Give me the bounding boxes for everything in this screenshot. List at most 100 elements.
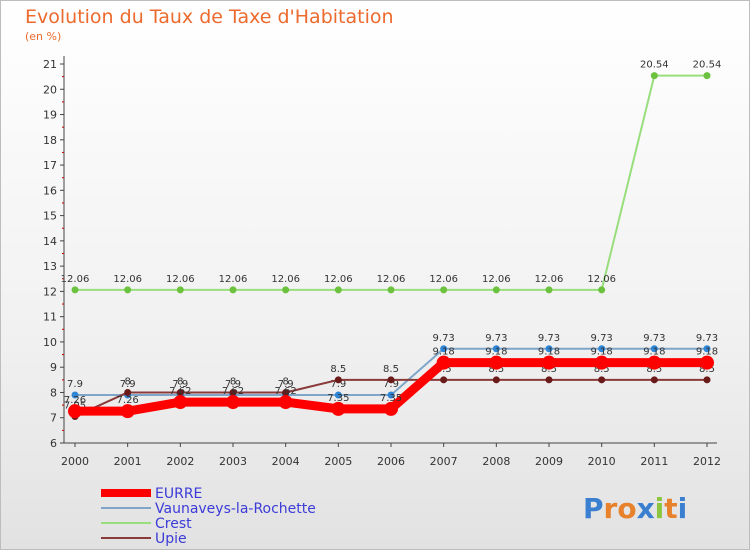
data-label: 7.9 — [225, 379, 241, 390]
data-point — [545, 286, 553, 294]
x-tick-label: 2003 — [219, 455, 247, 468]
data-label: 9.18 — [591, 347, 613, 358]
data-label: 9.18 — [433, 347, 455, 358]
proxiti-logo-letter: i — [678, 492, 688, 525]
x-tick-label: 2012 — [693, 455, 721, 468]
data-point — [703, 72, 711, 80]
data-label: 12.06 — [271, 274, 300, 285]
data-point — [387, 286, 395, 294]
data-point — [650, 72, 658, 80]
proxiti-logo: Proxiti — [583, 492, 687, 525]
data-label: 9.73 — [591, 333, 613, 344]
data-label: 7.35 — [327, 393, 349, 404]
data-label: 7.62 — [275, 386, 297, 397]
data-point — [226, 395, 240, 410]
data-point — [492, 345, 500, 353]
data-label: 8 — [177, 376, 183, 387]
y-tick-label: 15 — [43, 210, 57, 223]
data-point — [278, 395, 293, 410]
data-point — [542, 355, 556, 370]
data-point — [331, 401, 346, 416]
data-label: 12.06 — [482, 274, 511, 285]
data-label: 9.18 — [643, 347, 665, 358]
y-tick-label: 12 — [43, 285, 57, 298]
proxiti-logo-letter: i — [655, 492, 665, 525]
series-eurre: 7.26 7.26 7.62 7.62 7.62 7.35 7.35 9.18 9.18 9.18… — [64, 347, 718, 419]
data-label: 12.06 — [535, 274, 564, 285]
data-point — [176, 286, 184, 294]
data-point — [545, 345, 553, 353]
x-tick-label: 2001 — [114, 455, 142, 468]
x-tick-label: 2005 — [324, 455, 352, 468]
data-point — [334, 286, 342, 294]
data-label: 7.26 — [117, 395, 139, 406]
data-label: 7.9 — [172, 379, 188, 390]
data-point — [124, 388, 132, 396]
data-point — [436, 355, 451, 370]
y-tick-label: 19 — [43, 109, 57, 122]
data-point — [71, 286, 79, 294]
data-point — [71, 391, 79, 399]
data-point — [124, 286, 132, 294]
x-tick-label: 2011 — [640, 455, 668, 468]
y-tick-label: 16 — [43, 184, 57, 197]
data-label: 12.06 — [166, 274, 195, 285]
data-point — [492, 286, 500, 294]
data-point — [440, 286, 448, 294]
legend-label: Vaunaveys-la-Rochette — [155, 501, 316, 517]
data-point — [282, 388, 290, 396]
data-label: 9.73 — [433, 333, 455, 344]
proxiti-logo-letter: o — [617, 492, 636, 525]
data-label: 8 — [124, 376, 130, 387]
data-point — [650, 376, 658, 384]
x-tick-label: 2010 — [588, 455, 616, 468]
data-point — [440, 345, 448, 353]
data-point — [229, 388, 237, 396]
data-point — [176, 388, 184, 396]
data-label: 12.06 — [113, 274, 142, 285]
chart-title: Evolution du Taux de Taxe d'Habitation — [25, 6, 394, 28]
data-point — [545, 376, 553, 384]
data-point — [68, 404, 82, 419]
data-label: 7.9 — [278, 379, 294, 390]
legend-label: EURRE — [155, 486, 202, 502]
data-label: 8 — [282, 376, 288, 387]
data-point — [282, 286, 290, 294]
data-label: 7.9 — [120, 379, 136, 390]
data-point — [334, 376, 342, 384]
x-tick-label: 2007 — [430, 455, 458, 468]
data-label: 8 — [230, 376, 236, 387]
y-tick-label: 21 — [43, 58, 57, 71]
data-point — [650, 345, 658, 353]
x-tick-label: 2000 — [61, 455, 89, 468]
data-label: 9.18 — [485, 347, 507, 358]
data-point — [489, 355, 504, 370]
data-label: 20.54 — [640, 60, 669, 71]
y-tick-label: 14 — [43, 235, 57, 248]
data-point — [700, 355, 714, 370]
legend-label: Upie — [155, 531, 187, 547]
data-point — [120, 404, 135, 419]
data-label: 12.06 — [219, 274, 248, 285]
data-label: 12.06 — [429, 274, 458, 285]
data-label: 7.9 — [330, 379, 346, 390]
y-tick-label: 9 — [50, 361, 57, 374]
data-label: 8.5 — [383, 364, 399, 375]
series-crest: 12.06 12.06 12.06 12.06 12.06 12.06 12.06 12.06… — [61, 60, 721, 294]
data-label: 9.73 — [538, 333, 560, 344]
data-label: 9.73 — [643, 333, 665, 344]
y-tick-label: 8 — [50, 386, 57, 399]
data-point — [440, 376, 448, 384]
x-tick-label: 2002 — [166, 455, 194, 468]
proxiti-logo-letter: r — [604, 492, 618, 525]
data-label: 7.9 — [383, 379, 399, 390]
data-point — [334, 391, 342, 399]
data-point — [703, 345, 711, 353]
data-label: 9.18 — [538, 347, 560, 358]
data-point — [387, 391, 395, 399]
data-label: 7.9 — [67, 379, 83, 390]
data-point — [598, 376, 606, 384]
data-point — [598, 286, 606, 294]
y-tick-label: 20 — [43, 83, 57, 96]
